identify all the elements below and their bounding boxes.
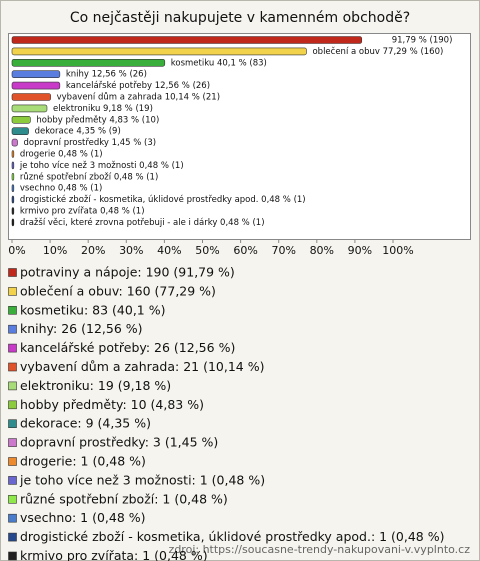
legend-swatch [8, 494, 17, 504]
legend-label: knihy: 26 (12,56 %) [20, 321, 143, 336]
legend-swatch [8, 268, 17, 277]
legend-label: krmivo pro zvířata: 1 (0,48 %) [20, 548, 208, 561]
x-tick-label: 90% [348, 244, 372, 257]
legend-label: je toho více než 3 možnosti: 1 (0,48 %) [19, 472, 265, 487]
x-tick-label: 20% [81, 244, 105, 257]
legend-swatch [8, 551, 17, 561]
legend-label: drogerie: 1 (0,48 %) [20, 454, 146, 469]
x-tick-label: 80% [310, 244, 334, 257]
x-tick-label: 50% [195, 244, 219, 257]
data-label: knihy 12,56 % (26) [66, 70, 147, 80]
bar [11, 58, 166, 67]
bar [11, 138, 18, 147]
legend-swatch [8, 513, 17, 523]
data-label: vsechno 0,48 % (1) [20, 184, 103, 194]
x-tick-label: 100% [382, 244, 413, 257]
bar [11, 36, 363, 44]
bar [11, 184, 15, 192]
legend-swatch [8, 400, 17, 410]
legend-swatch [8, 324, 17, 334]
legend-label: vybavení dům a zahrada: 21 (10,14 %) [20, 359, 264, 374]
legend-label: oblečení a obuv: 160 (77,29 %) [20, 283, 216, 298]
bar [11, 104, 48, 113]
legend-swatch [8, 305, 17, 315]
data-label: krmivo pro zvířata 0,48 % (1) [20, 207, 145, 217]
data-label: kosmetiku 40,1 % (83) [171, 58, 267, 68]
legend-swatch [8, 287, 17, 296]
x-tick-label: 70% [271, 244, 295, 257]
legend-label: vsechno: 1 (0,48 %) [20, 510, 146, 525]
bar [11, 127, 29, 135]
bar [11, 161, 15, 170]
legend-label: dopravní prostředky: 3 (1,45 %) [20, 435, 218, 450]
bar [11, 116, 31, 124]
data-label: dopravní prostředky 1,45 % (3) [24, 138, 157, 148]
data-label: vybavení dům a zahrada 10,14 % (21) [57, 92, 220, 103]
bar [11, 195, 15, 204]
legend-label: dekorace: 9 (4,35 %) [20, 416, 151, 431]
x-tick-label: 10% [43, 244, 67, 257]
chart-title: Co nejčastěji nakupujete v kamenném obch… [70, 10, 410, 26]
legend-swatch [8, 476, 17, 485]
legend-label: různé spotřební zboží: 1 (0,48 %) [20, 491, 228, 506]
legend-swatch [8, 419, 17, 429]
bar [11, 207, 15, 215]
legend-label: drogistické zboží - kosmetika, úklidové … [20, 529, 445, 544]
data-label: 91,79 % (190) [392, 36, 453, 46]
legend-swatch [8, 362, 17, 372]
legend-swatch [8, 438, 17, 447]
bar [11, 93, 51, 101]
data-label: je toho více než 3 možnosti 0,48 % (1) [19, 161, 184, 171]
legend-label: elektroniku: 19 (9,18 %) [20, 378, 171, 393]
bar [11, 47, 307, 56]
bar [11, 218, 15, 227]
bar [11, 173, 15, 181]
bar [11, 150, 15, 158]
bar [11, 81, 61, 90]
x-tick-label: 40% [157, 244, 181, 257]
data-label: různé spotřební zboží 0,48 % (1) [20, 171, 158, 182]
legend-label: potraviny a nápoje: 190 (91,79 %) [20, 265, 235, 280]
data-label: hobby předměty 4,83 % (10) [36, 115, 159, 125]
bar [11, 70, 61, 78]
legend-swatch [8, 532, 17, 542]
source: zdroj: https://soucasne-trendy-nakupovan… [169, 543, 471, 556]
x-tick-label: 0% [8, 244, 25, 257]
plot-area [8, 33, 471, 240]
legend-swatch [8, 343, 17, 353]
data-label: oblečení a obuv 77,29 % (160) [312, 46, 443, 57]
data-label: dekorace 4,35 % (9) [35, 127, 121, 137]
legend-label: hobby předměty: 10 (4,83 %) [20, 397, 204, 412]
x-tick-label: 30% [119, 244, 143, 257]
data-label: elektroniku 9,18 % (19) [53, 104, 153, 114]
data-label: dražší věci, které zrovna potřebuji - al… [20, 217, 265, 228]
data-label: drogerie 0,48 % (1) [20, 150, 103, 160]
legend-label: kosmetiku: 83 (40,1 %) [20, 302, 165, 317]
legend-swatch [8, 457, 17, 466]
data-label: kancelářské potřeby 12,56 % (26) [66, 80, 210, 91]
legend-label: kancelářské potřeby: 26 (12,56 %) [20, 340, 235, 355]
data-label: drogistické zboží - kosmetika, úklidové … [20, 194, 306, 205]
x-tick-label: 60% [233, 244, 257, 257]
legend-swatch [8, 381, 17, 391]
